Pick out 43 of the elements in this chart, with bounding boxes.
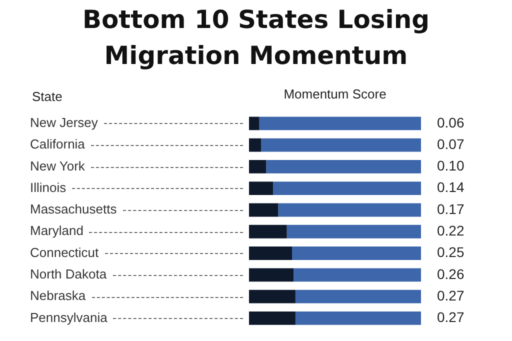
data-label: 0.06 bbox=[437, 114, 464, 130]
data-label: 0.07 bbox=[437, 136, 464, 152]
bar bbox=[286, 224, 421, 238]
data-label: 0.10 bbox=[437, 158, 464, 174]
bar bbox=[249, 224, 287, 238]
y-tick-label: Pennsylvania bbox=[30, 310, 108, 325]
y-tick-label: Massachusetts bbox=[30, 202, 118, 217]
data-label: 0.17 bbox=[437, 200, 464, 217]
bar bbox=[273, 182, 421, 196]
bar bbox=[249, 160, 266, 174]
y-tick-label: New York bbox=[30, 158, 86, 174]
bar bbox=[249, 246, 292, 260]
bar bbox=[249, 116, 260, 130]
bar bbox=[259, 116, 421, 130]
bar bbox=[292, 246, 421, 260]
bar bbox=[278, 203, 421, 217]
bar bbox=[249, 311, 296, 325]
bar bbox=[294, 268, 421, 282]
data-label: 0.26 bbox=[437, 266, 464, 282]
y-tick-label: New Jersey bbox=[30, 115, 98, 130]
data-label: 0.27 bbox=[437, 287, 464, 304]
y-tick-label: Maryland bbox=[30, 223, 84, 238]
bar bbox=[266, 160, 421, 174]
chart-title: Bottom 10 States Losing Migration Momentum bbox=[81, 4, 431, 72]
y-tick-label: Illinois bbox=[30, 180, 67, 195]
data-label: 0.27 bbox=[437, 309, 464, 326]
data-label: 0.22 bbox=[437, 222, 464, 238]
data-label: 0.14 bbox=[437, 179, 464, 196]
bar bbox=[295, 311, 421, 325]
y-tick-label: North Dakota bbox=[30, 266, 108, 282]
y-tick-label: California bbox=[30, 136, 86, 152]
y-tick-label: Connecticut bbox=[30, 244, 100, 260]
bar bbox=[261, 138, 421, 152]
bar bbox=[249, 203, 278, 217]
bar bbox=[249, 268, 294, 282]
data-label: 0.25 bbox=[437, 244, 464, 260]
y-tick-label: Nebraska bbox=[30, 288, 86, 304]
x-axis-title: Momentum Score bbox=[284, 86, 386, 102]
bar bbox=[249, 138, 262, 152]
bar bbox=[249, 182, 274, 196]
bar bbox=[249, 290, 296, 304]
y-axis-title: State bbox=[32, 89, 62, 104]
bar bbox=[295, 290, 421, 304]
